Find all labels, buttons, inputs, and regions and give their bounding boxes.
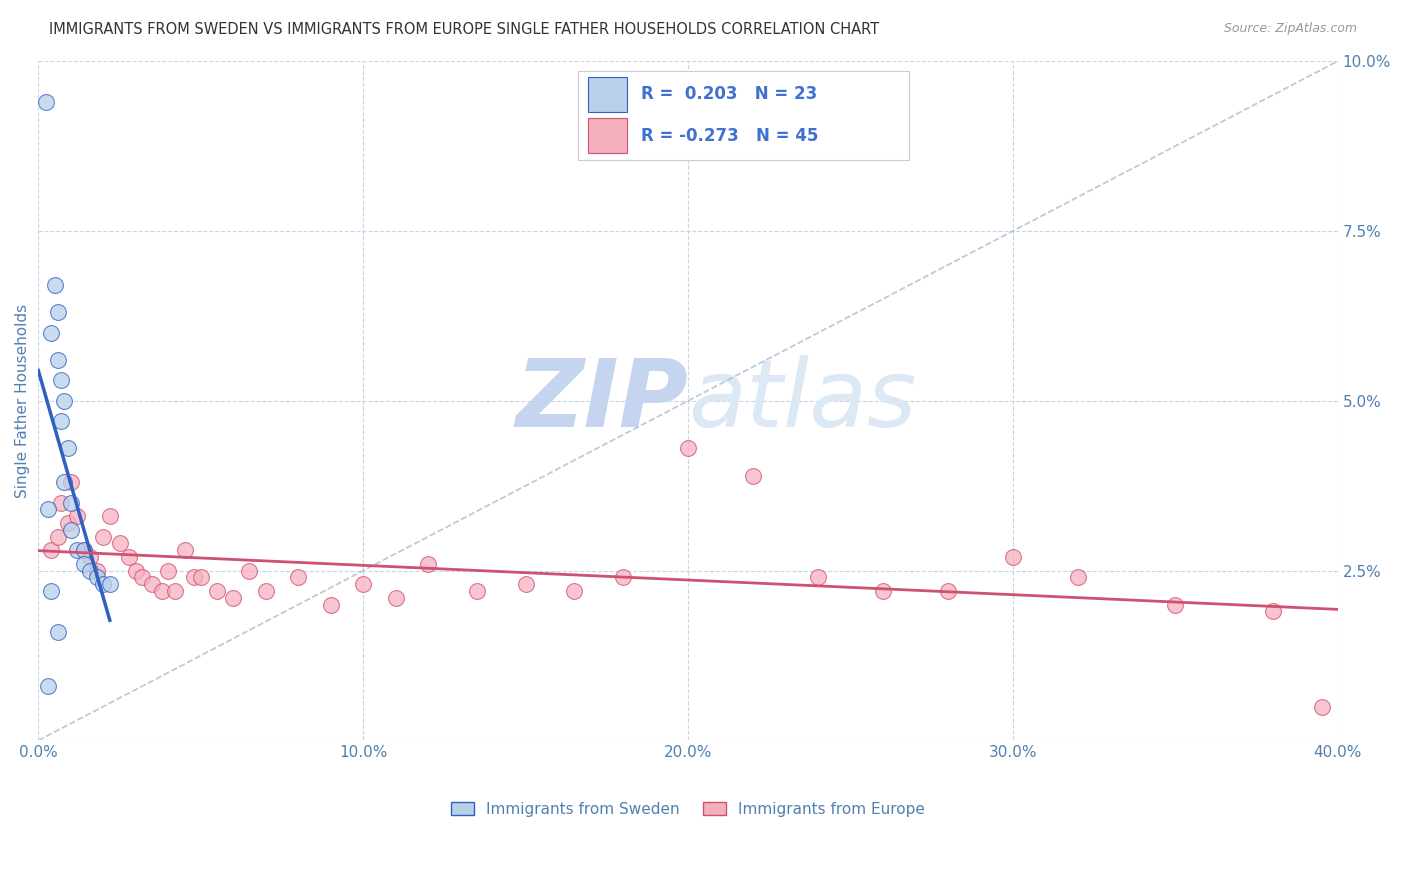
Point <box>742 468 765 483</box>
Point <box>222 591 245 605</box>
Point <box>1001 549 1024 564</box>
Point <box>59 496 82 510</box>
Point <box>141 577 163 591</box>
Point <box>46 624 69 639</box>
Text: Source: ZipAtlas.com: Source: ZipAtlas.com <box>1223 22 1357 36</box>
Point <box>66 543 89 558</box>
Point <box>254 584 277 599</box>
Point <box>79 549 101 564</box>
Point <box>352 577 374 591</box>
Point <box>98 509 121 524</box>
Point <box>46 305 69 319</box>
Point <box>1067 570 1090 584</box>
Point <box>79 564 101 578</box>
Point <box>56 442 79 456</box>
Point <box>59 523 82 537</box>
Point <box>59 475 82 490</box>
Point <box>91 530 114 544</box>
Point <box>183 570 205 584</box>
Point <box>46 353 69 368</box>
Point <box>86 570 108 584</box>
Point <box>41 543 63 558</box>
Point <box>49 414 72 428</box>
Point <box>287 570 309 584</box>
Point <box>238 564 260 578</box>
Point <box>108 536 131 550</box>
Point <box>73 543 96 558</box>
Point <box>125 564 148 578</box>
Point <box>384 591 406 605</box>
Point <box>73 543 96 558</box>
Point <box>98 577 121 591</box>
Point <box>872 584 894 599</box>
Y-axis label: Single Father Households: Single Father Households <box>15 304 30 498</box>
Point <box>612 570 634 584</box>
Point <box>150 584 173 599</box>
Point <box>205 584 228 599</box>
Point <box>676 442 699 456</box>
Point <box>190 570 212 584</box>
Point <box>41 326 63 340</box>
Point <box>86 564 108 578</box>
Legend: Immigrants from Sweden, Immigrants from Europe: Immigrants from Sweden, Immigrants from … <box>446 796 931 823</box>
Point <box>35 95 58 109</box>
Point <box>173 543 195 558</box>
Point <box>418 557 440 571</box>
Point <box>37 502 59 516</box>
Text: IMMIGRANTS FROM SWEDEN VS IMMIGRANTS FROM EUROPE SINGLE FATHER HOUSEHOLDS CORREL: IMMIGRANTS FROM SWEDEN VS IMMIGRANTS FRO… <box>49 22 879 37</box>
Point <box>936 584 959 599</box>
Point <box>1164 598 1187 612</box>
Point <box>319 598 342 612</box>
Point <box>1261 604 1284 618</box>
Point <box>118 549 141 564</box>
Point <box>91 577 114 591</box>
Point <box>46 530 69 544</box>
Point <box>44 278 66 293</box>
Point <box>807 570 830 584</box>
Text: ZIP: ZIP <box>515 355 688 447</box>
Point <box>515 577 537 591</box>
Point <box>49 496 72 510</box>
Point <box>53 475 76 490</box>
Point <box>37 679 59 693</box>
Point <box>465 584 488 599</box>
Point <box>73 557 96 571</box>
Point <box>1310 699 1333 714</box>
Point <box>157 564 180 578</box>
Point <box>49 373 72 387</box>
Text: atlas: atlas <box>688 355 917 446</box>
Point <box>562 584 585 599</box>
Point <box>163 584 186 599</box>
Point <box>131 570 153 584</box>
Point <box>56 516 79 530</box>
Point <box>53 393 76 408</box>
Point <box>66 509 89 524</box>
Point <box>41 584 63 599</box>
